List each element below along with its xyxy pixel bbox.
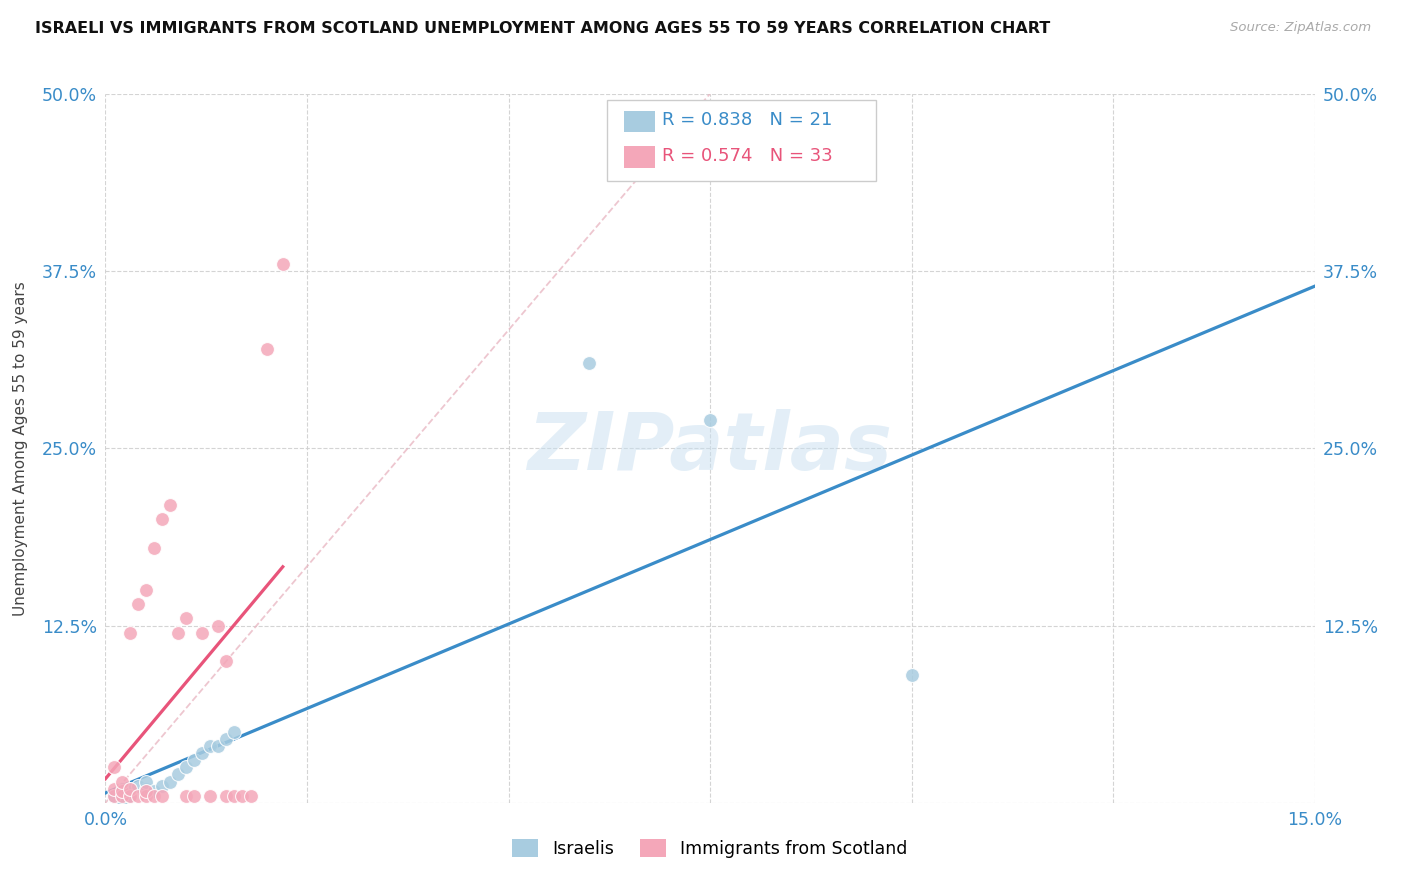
Point bbox=[142, 789, 165, 803]
Point bbox=[231, 789, 253, 803]
Point bbox=[118, 781, 141, 796]
Point bbox=[183, 753, 205, 767]
Text: R = 0.574   N = 33: R = 0.574 N = 33 bbox=[662, 147, 832, 165]
Point bbox=[159, 498, 181, 512]
Point bbox=[127, 779, 149, 793]
Point bbox=[699, 413, 721, 427]
Point bbox=[110, 784, 132, 798]
Point bbox=[110, 791, 132, 805]
Point bbox=[167, 767, 190, 781]
Point bbox=[191, 625, 214, 640]
Point bbox=[118, 789, 141, 803]
Point bbox=[224, 789, 246, 803]
Point bbox=[174, 611, 197, 625]
Text: ZIPatlas: ZIPatlas bbox=[527, 409, 893, 487]
Point bbox=[256, 342, 278, 356]
Point bbox=[118, 781, 141, 796]
Point bbox=[215, 654, 238, 668]
Point bbox=[578, 356, 600, 370]
Point bbox=[110, 781, 132, 796]
Point bbox=[271, 257, 294, 271]
Point bbox=[118, 789, 141, 803]
Point bbox=[207, 618, 229, 632]
Point bbox=[127, 597, 149, 611]
Point bbox=[135, 789, 157, 803]
Point bbox=[150, 789, 173, 803]
Text: R = 0.838   N = 21: R = 0.838 N = 21 bbox=[662, 112, 832, 129]
Point bbox=[103, 789, 125, 803]
Point bbox=[135, 774, 157, 789]
Point bbox=[191, 746, 214, 760]
Point bbox=[200, 789, 222, 803]
Point bbox=[127, 789, 149, 803]
Point bbox=[174, 760, 197, 774]
Point bbox=[135, 781, 157, 796]
Point bbox=[135, 583, 157, 598]
Point bbox=[183, 789, 205, 803]
Point bbox=[224, 724, 246, 739]
Point bbox=[118, 625, 141, 640]
Point bbox=[239, 789, 262, 803]
Text: Source: ZipAtlas.com: Source: ZipAtlas.com bbox=[1230, 21, 1371, 34]
Point bbox=[142, 541, 165, 555]
Y-axis label: Unemployment Among Ages 55 to 59 years: Unemployment Among Ages 55 to 59 years bbox=[13, 281, 28, 615]
Point bbox=[159, 774, 181, 789]
Point bbox=[174, 789, 197, 803]
Point bbox=[215, 789, 238, 803]
Point bbox=[135, 784, 157, 798]
Point bbox=[900, 668, 922, 682]
Legend: Israelis, Immigrants from Scotland: Israelis, Immigrants from Scotland bbox=[506, 832, 914, 865]
Point bbox=[167, 625, 190, 640]
Point bbox=[110, 774, 132, 789]
Point bbox=[103, 760, 125, 774]
Point bbox=[150, 512, 173, 526]
Text: ISRAELI VS IMMIGRANTS FROM SCOTLAND UNEMPLOYMENT AMONG AGES 55 TO 59 YEARS CORRE: ISRAELI VS IMMIGRANTS FROM SCOTLAND UNEM… bbox=[35, 21, 1050, 36]
Point bbox=[142, 784, 165, 798]
Point bbox=[150, 779, 173, 793]
Point bbox=[200, 739, 222, 753]
Point bbox=[215, 731, 238, 746]
Point bbox=[207, 739, 229, 753]
Point bbox=[110, 789, 132, 803]
Point bbox=[103, 781, 125, 796]
Point bbox=[103, 789, 125, 803]
